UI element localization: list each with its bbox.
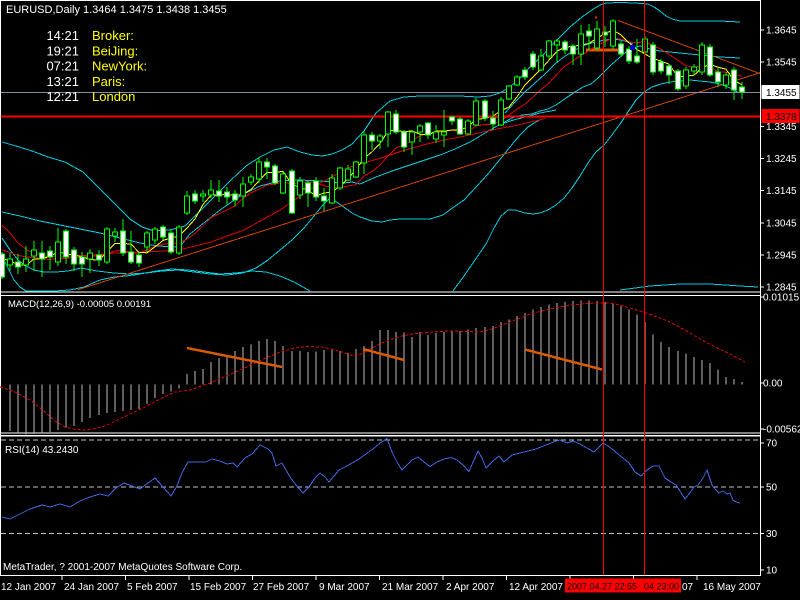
svg-text:1.3045: 1.3045 bbox=[766, 218, 797, 229]
svg-text:0.00: 0.00 bbox=[763, 379, 783, 390]
svg-text:70: 70 bbox=[766, 439, 778, 450]
svg-text:MACD(12,26,9) -0.00005 0.00191: MACD(12,26,9) -0.00005 0.00191 bbox=[8, 299, 151, 310]
svg-text:04 23:00: 04 23:00 bbox=[644, 582, 679, 592]
svg-text:1.3245: 1.3245 bbox=[766, 154, 797, 165]
svg-text:NewYork:: NewYork: bbox=[92, 59, 147, 74]
svg-text:13:21: 13:21 bbox=[46, 74, 79, 89]
svg-text:1.2845: 1.2845 bbox=[766, 283, 797, 294]
svg-text:1.3145: 1.3145 bbox=[766, 186, 797, 197]
svg-text:21 Mar 2007: 21 Mar 2007 bbox=[382, 582, 439, 593]
svg-text:RSI(14) 43.2430: RSI(14) 43.2430 bbox=[5, 445, 79, 456]
svg-text:BeiJing:: BeiJing: bbox=[92, 43, 138, 58]
svg-text:12 Jan 2007: 12 Jan 2007 bbox=[1, 582, 56, 593]
svg-text:5 Feb 2007: 5 Feb 2007 bbox=[127, 582, 178, 593]
svg-text:0.01015: 0.01015 bbox=[763, 293, 800, 304]
svg-text:19:21: 19:21 bbox=[46, 43, 79, 58]
svg-text:30: 30 bbox=[766, 529, 778, 540]
svg-text:10: 10 bbox=[766, 566, 778, 577]
svg-text:2007.04.27 22:55: 2007.04.27 22:55 bbox=[567, 582, 637, 592]
svg-text:-0.00562: -0.00562 bbox=[763, 425, 800, 436]
svg-text:1.3545: 1.3545 bbox=[766, 58, 797, 69]
svg-text:1.3645: 1.3645 bbox=[766, 26, 797, 37]
svg-text:Paris:: Paris: bbox=[92, 74, 125, 89]
svg-text:27 Feb 2007: 27 Feb 2007 bbox=[253, 582, 310, 593]
svg-text:50: 50 bbox=[766, 483, 778, 494]
svg-text:MetaTrader, ? 2001-2007 MetaQu: MetaTrader, ? 2001-2007 MetaQuotes Softw… bbox=[3, 562, 242, 573]
svg-text:12:21: 12:21 bbox=[46, 89, 79, 104]
svg-text:07: 07 bbox=[682, 582, 694, 593]
svg-text:16 May 2007: 16 May 2007 bbox=[703, 582, 761, 593]
svg-text:Broker:: Broker: bbox=[92, 28, 134, 43]
svg-text:2 Apr 2007: 2 Apr 2007 bbox=[446, 582, 495, 593]
svg-text:1.2945: 1.2945 bbox=[766, 250, 797, 261]
svg-text:12 Apr 2007: 12 Apr 2007 bbox=[509, 582, 563, 593]
svg-text:9 Mar 2007: 9 Mar 2007 bbox=[319, 582, 370, 593]
svg-text:14:21: 14:21 bbox=[46, 28, 79, 43]
svg-text:07:21: 07:21 bbox=[46, 59, 79, 74]
svg-text:1.3455: 1.3455 bbox=[766, 88, 797, 99]
svg-text:1.3345: 1.3345 bbox=[766, 122, 797, 133]
svg-text:1.3378: 1.3378 bbox=[766, 112, 797, 123]
svg-text:London: London bbox=[92, 89, 135, 104]
svg-text:EURUSD,Daily 1.3464 1.3475 1.: EURUSD,Daily 1.3464 1.3475 1.3438 1.3455 bbox=[6, 4, 227, 16]
svg-text:24 Jan 2007: 24 Jan 2007 bbox=[64, 582, 119, 593]
svg-text:15 Feb 2007: 15 Feb 2007 bbox=[190, 582, 247, 593]
